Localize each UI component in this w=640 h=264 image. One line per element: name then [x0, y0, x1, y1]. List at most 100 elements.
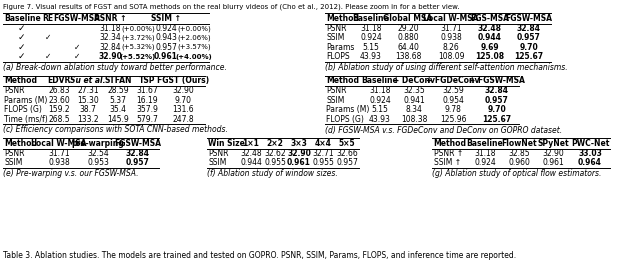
Text: 0.955: 0.955 — [264, 158, 286, 167]
Text: Params (M): Params (M) — [326, 105, 370, 114]
Text: 32.62: 32.62 — [264, 149, 286, 158]
Text: 0.957: 0.957 — [126, 158, 150, 167]
Text: SSIM: SSIM — [326, 33, 345, 42]
Text: 0.961: 0.961 — [154, 52, 178, 61]
Text: TSP: TSP — [139, 76, 156, 85]
Text: 5.15: 5.15 — [363, 43, 380, 52]
Text: 32.59: 32.59 — [442, 86, 464, 95]
Text: FGST (Ours): FGST (Ours) — [157, 76, 209, 85]
Text: Su et al.: Su et al. — [70, 76, 106, 85]
Text: 33.03: 33.03 — [578, 149, 602, 158]
Text: FLOPS (G): FLOPS (G) — [4, 105, 42, 114]
Text: 0.944: 0.944 — [240, 158, 262, 167]
Text: (+3.57%): (+3.57%) — [177, 44, 211, 50]
Text: FGSW-MSA: FGSW-MSA — [506, 14, 552, 23]
Text: (+0.00%): (+0.00%) — [177, 25, 211, 31]
Text: SSIM ↑: SSIM ↑ — [433, 158, 461, 167]
Text: 125.67: 125.67 — [483, 115, 511, 124]
Text: 0.957: 0.957 — [336, 158, 358, 167]
Text: Baseline: Baseline — [353, 14, 389, 23]
Text: 29.20: 29.20 — [397, 24, 419, 33]
Text: pre-warping: pre-warping — [72, 139, 124, 148]
Text: 0.964: 0.964 — [578, 158, 602, 167]
Text: 32.71: 32.71 — [312, 149, 334, 158]
Text: + DeConv: + DeConv — [393, 76, 435, 85]
Text: 32.84: 32.84 — [485, 86, 509, 95]
Text: ✓: ✓ — [45, 52, 51, 61]
Text: 145.9: 145.9 — [107, 115, 129, 124]
Text: Params: Params — [326, 43, 355, 52]
Text: 31.71: 31.71 — [440, 24, 462, 33]
Text: Method: Method — [4, 76, 38, 85]
Text: + FGDeConv: + FGDeConv — [426, 76, 480, 85]
Text: 31.18: 31.18 — [369, 86, 391, 95]
Text: 32.48: 32.48 — [240, 149, 262, 158]
Text: 0.924: 0.924 — [155, 24, 177, 33]
Text: 125.96: 125.96 — [440, 115, 467, 124]
Text: 125.08: 125.08 — [476, 52, 504, 61]
Text: (a) Break-down ablation study toward better performance.: (a) Break-down ablation study toward bet… — [3, 63, 227, 72]
Text: ✓: ✓ — [17, 24, 25, 33]
Text: 0.880: 0.880 — [397, 33, 419, 42]
Text: 0.924: 0.924 — [360, 33, 382, 42]
Text: 247.8: 247.8 — [172, 115, 194, 124]
Text: FGSW-MSA: FGSW-MSA — [54, 14, 100, 23]
Text: 0.960: 0.960 — [508, 158, 530, 167]
Text: 32.34: 32.34 — [99, 33, 121, 42]
Text: EDVR: EDVR — [47, 76, 70, 85]
Text: 9.69: 9.69 — [481, 43, 499, 52]
Text: 0.938: 0.938 — [440, 33, 462, 42]
Text: 16.19: 16.19 — [136, 96, 158, 105]
Text: Local W-MSA: Local W-MSA — [423, 14, 479, 23]
Text: (g) Ablation study of optical flow estimators.: (g) Ablation study of optical flow estim… — [432, 169, 602, 178]
Text: 32.35: 32.35 — [403, 86, 425, 95]
Text: 32.54: 32.54 — [87, 149, 109, 158]
Text: (e) Pre-warping v.s. our FGSW-MSA.: (e) Pre-warping v.s. our FGSW-MSA. — [3, 169, 138, 178]
Text: 138.68: 138.68 — [395, 52, 421, 61]
Text: Params (M): Params (M) — [4, 96, 48, 105]
Text: (+2.06%): (+2.06%) — [177, 35, 211, 41]
Text: 9.70: 9.70 — [520, 43, 538, 52]
Text: 0.955: 0.955 — [312, 158, 334, 167]
Text: ✓: ✓ — [74, 43, 80, 52]
Text: ✓: ✓ — [17, 43, 25, 52]
Text: 8.26: 8.26 — [443, 43, 460, 52]
Text: SSIM: SSIM — [4, 158, 23, 167]
Text: 268.5: 268.5 — [48, 115, 70, 124]
Text: 131.6: 131.6 — [172, 105, 194, 114]
Text: 0.961: 0.961 — [542, 158, 564, 167]
Text: 31.71: 31.71 — [48, 149, 70, 158]
Text: 579.7: 579.7 — [136, 115, 158, 124]
Text: 9.78: 9.78 — [445, 105, 461, 114]
Text: 159.2: 159.2 — [48, 105, 70, 114]
Text: 0.944: 0.944 — [478, 33, 502, 42]
Text: 4×4: 4×4 — [315, 139, 332, 148]
Text: PWC-Net: PWC-Net — [571, 139, 609, 148]
Text: Win Size: Win Size — [209, 139, 245, 148]
Text: 133.2: 133.2 — [77, 115, 99, 124]
Text: (d) FGSW-MSA v.s. FGDeConv and DeConv on GOPRO dataset.: (d) FGSW-MSA v.s. FGDeConv and DeConv on… — [325, 125, 562, 134]
Text: 32.48: 32.48 — [478, 24, 502, 33]
Text: + FGSW-MSA: + FGSW-MSA — [469, 76, 525, 85]
Text: 32.85: 32.85 — [508, 149, 530, 158]
Text: (+4.00%): (+4.00%) — [175, 54, 212, 60]
Text: 32.84: 32.84 — [517, 24, 541, 33]
Text: FlowNet: FlowNet — [501, 139, 537, 148]
Text: 108.09: 108.09 — [438, 52, 464, 61]
Text: SPyNet: SPyNet — [537, 139, 569, 148]
Text: 32.90: 32.90 — [172, 86, 194, 95]
Text: (+3.72%): (+3.72%) — [121, 35, 155, 41]
Text: Method: Method — [326, 14, 360, 23]
Text: ✓: ✓ — [74, 52, 80, 61]
Text: 31.18: 31.18 — [99, 24, 121, 33]
Text: PSNR: PSNR — [326, 86, 347, 95]
Text: ✓: ✓ — [17, 33, 25, 42]
Text: (+5.52%): (+5.52%) — [120, 54, 156, 60]
Text: 28.59: 28.59 — [107, 86, 129, 95]
Text: 5.15: 5.15 — [372, 105, 388, 114]
Text: 0.941: 0.941 — [403, 96, 425, 105]
Text: 0.957: 0.957 — [155, 43, 177, 52]
Text: 0.957: 0.957 — [517, 33, 541, 42]
Text: FLOPS: FLOPS — [326, 52, 350, 61]
Text: 108.38: 108.38 — [401, 115, 427, 124]
